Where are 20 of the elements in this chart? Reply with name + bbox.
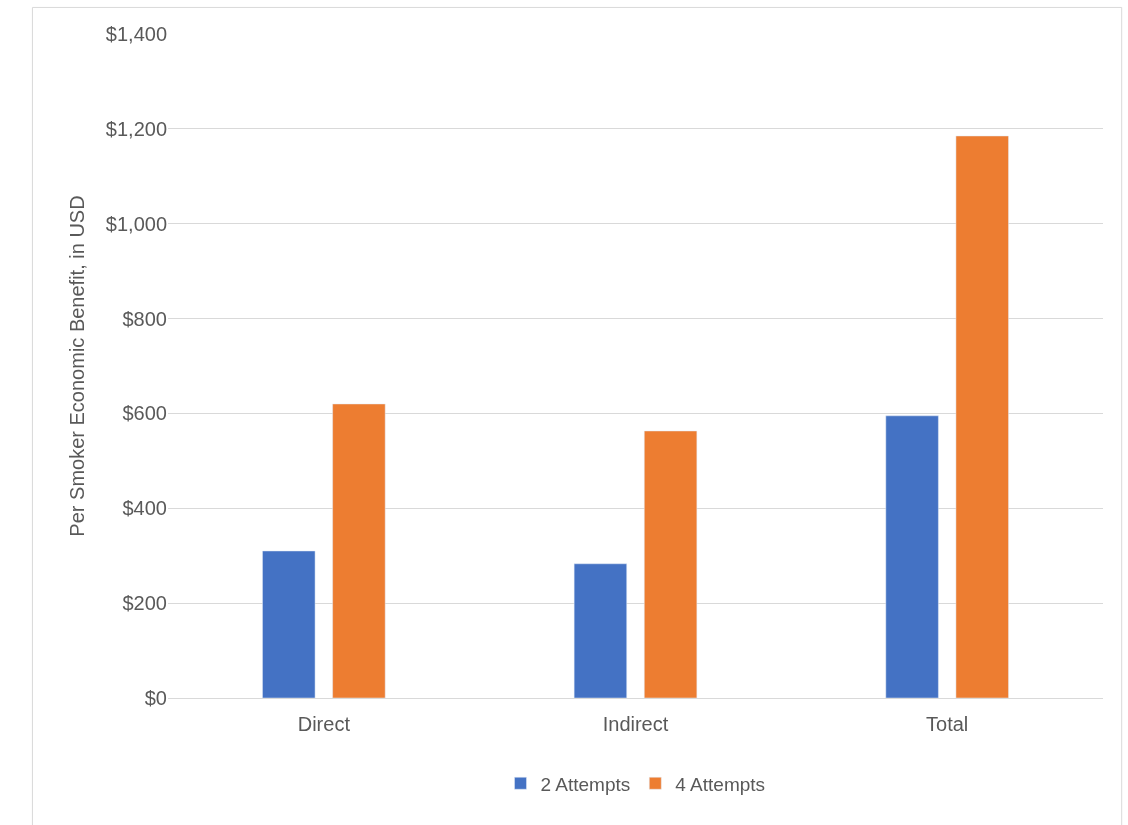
bar [644,430,698,698]
y-tick-label: $1,400 [105,23,167,45]
bar [262,550,316,698]
y-tick-label: $1,000 [105,212,167,235]
y-tick-label: $800 [122,307,167,330]
bar [573,563,627,698]
y-axis-title: Per Smoker Economic Benefit, in USD [66,195,89,537]
x-tick-label: Indirect [602,713,669,735]
y-tick-label: $600 [122,402,167,425]
bar [885,415,939,698]
y-tick-label: $1,200 [105,117,167,140]
bar [332,403,386,698]
legend-label: 2 Attempts [540,773,631,795]
y-tick-label: $0 [144,687,167,709]
y-tick-label: $200 [122,592,167,615]
y-tick-label: $400 [122,497,167,520]
legend-label: 4 Attempts [675,773,766,795]
x-tick-label: Direct [297,713,351,735]
bar [955,135,1009,698]
x-tick-label: Total [926,713,969,735]
